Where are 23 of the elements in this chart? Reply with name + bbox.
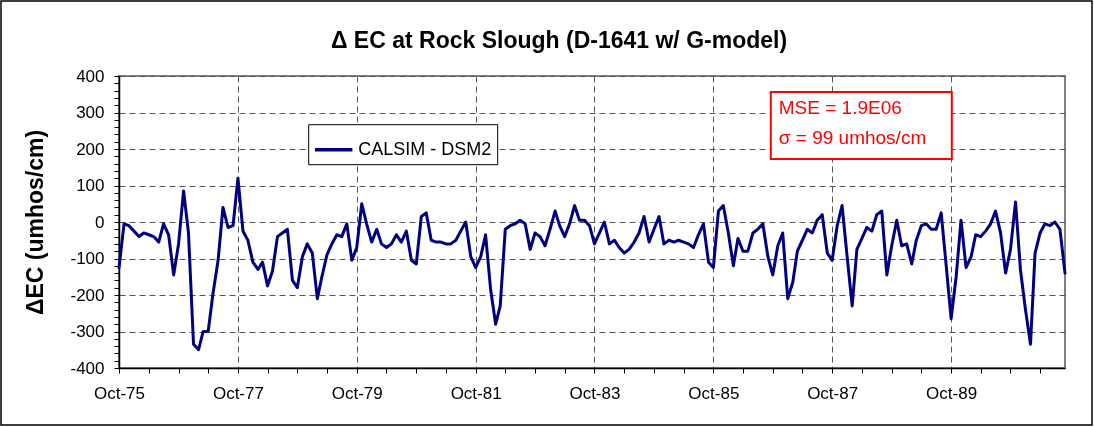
legend-label: CALSIM - DSM2 <box>358 138 492 159</box>
y-tick-label: -400 <box>70 358 105 378</box>
x-tick-label: Oct-75 <box>93 383 146 403</box>
y-tick-label: -300 <box>70 322 105 341</box>
y-tick-label: 200 <box>76 139 105 159</box>
x-tick-label: Oct-77 <box>212 383 264 403</box>
y-tick-label: 0 <box>95 212 105 232</box>
x-tick-label: Oct-85 <box>688 383 740 403</box>
y-tick-label: 300 <box>76 103 105 122</box>
y-tick-label: -200 <box>70 285 105 305</box>
y-axis-title: ΔEC (umhos/cm) <box>22 129 49 316</box>
line-series <box>117 176 1067 352</box>
x-tick-label: Oct-79 <box>331 383 383 403</box>
x-tick-label: Oct-81 <box>450 383 502 403</box>
chart-title: Δ EC at Rock Slough (D-1641 w/ G-model) <box>330 27 788 53</box>
y-tick-label: -100 <box>70 249 105 268</box>
x-tick-label: Oct-89 <box>926 383 978 403</box>
annotation: MSE = 1.9E06 <box>778 97 902 118</box>
annotation: σ = 99 umhos/cm <box>778 127 927 148</box>
y-tick-label: 100 <box>76 176 105 195</box>
x-tick-label: Oct-83 <box>569 383 621 403</box>
y-tick-label: 400 <box>76 66 105 86</box>
x-tick-label: Oct-87 <box>807 383 859 403</box>
